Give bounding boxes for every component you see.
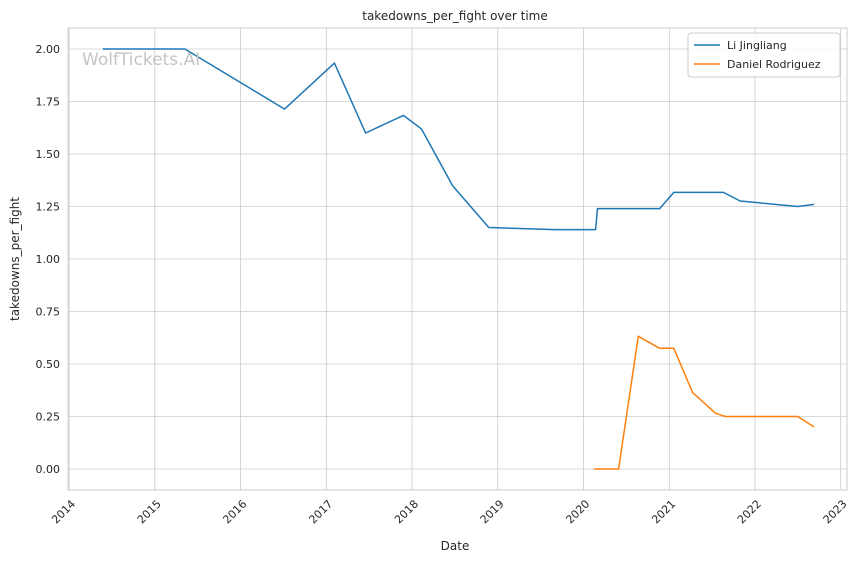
y-tick-label: 0.75 [36,306,61,319]
y-tick-label: 0.50 [36,358,61,371]
y-tick-label: 0.25 [36,411,61,424]
y-tick-label: 2.00 [36,43,61,56]
x-tick-label: 2017 [306,497,335,526]
x-tick-label: 2019 [478,497,507,526]
x-tick-label: 2014 [49,497,78,526]
y-tick-label: 1.00 [36,253,61,266]
y-tick-label: 1.25 [36,201,61,214]
legend-box [687,32,841,78]
x-tick-label: 2018 [392,497,421,526]
legend-label-li-jingliang: Li Jingliang [727,39,787,52]
series-layer [102,48,815,470]
x-axis-label: Date [441,539,470,553]
series-line-0 [102,48,815,231]
y-axis-label: takedowns_per_fight [8,197,22,321]
watermark: WolfTickets.AI [82,50,200,70]
legend: Li Jingliang Daniel Rodriguez [687,32,841,78]
y-tick-label: 0.00 [36,463,61,476]
x-axis-ticks: 2014 2015 2016 2017 2018 2019 2020 2021 2022 2023 [49,497,849,526]
y-axis-ticks: 0.00 0.25 0.50 0.75 1.00 1.25 1.50 1.75 2.00 [36,43,61,476]
x-tick-label: 2023 [821,497,850,526]
series-line-1 [594,335,815,470]
x-tick-label: 2021 [649,497,678,526]
x-tick-label: 2020 [563,497,592,526]
x-tick-label: 2015 [135,497,164,526]
x-tick-label: 2016 [220,497,249,526]
y-tick-label: 1.50 [36,148,61,161]
legend-label-daniel-rodriguez: Daniel Rodriguez [727,58,821,71]
y-tick-label: 1.75 [36,96,61,109]
grid [68,28,847,490]
x-tick-label: 2022 [735,497,764,526]
chart-title: takedowns_per_fight over time [362,9,548,23]
